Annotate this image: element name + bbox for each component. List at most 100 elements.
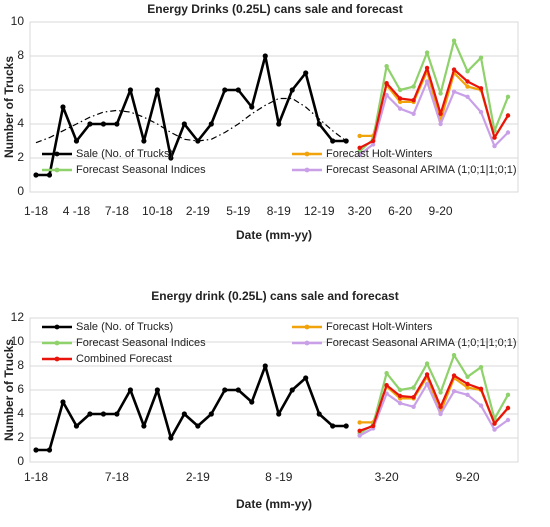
- legend-label: Forecast Holt-Winters: [326, 148, 433, 160]
- point: [168, 155, 174, 161]
- series-line: [36, 54, 347, 177]
- point: [46, 172, 53, 178]
- point: [424, 79, 430, 84]
- x-tick-label: 12-19: [304, 204, 335, 218]
- point: [141, 138, 147, 144]
- point: [478, 365, 484, 370]
- point: [465, 392, 470, 397]
- x-tick-label: 7-18: [105, 470, 129, 484]
- y-tick-label: 4: [17, 406, 24, 420]
- legend-label: Forecast Seasonal Indices: [76, 337, 206, 349]
- point: [235, 387, 241, 393]
- point: [33, 172, 39, 178]
- point: [397, 393, 403, 399]
- point: [384, 92, 389, 98]
- point: [384, 391, 389, 396]
- point: [438, 404, 443, 409]
- point: [384, 63, 389, 69]
- point: [411, 395, 416, 400]
- point: [411, 98, 416, 103]
- y-tick-label: 6: [17, 382, 24, 396]
- point: [87, 411, 93, 417]
- point: [33, 447, 39, 453]
- y-tick-label: 12: [11, 310, 25, 324]
- point: [357, 433, 362, 438]
- point: [222, 87, 228, 93]
- point: [438, 390, 443, 395]
- point: [505, 130, 511, 135]
- point: [505, 417, 511, 423]
- y-tick-label: 0: [17, 184, 24, 198]
- legend-label: Forecast Holt-Winters: [326, 321, 433, 333]
- legend-marker: [304, 340, 310, 346]
- point: [478, 109, 484, 115]
- point: [465, 381, 470, 387]
- point: [276, 121, 282, 127]
- legend-label: Forecast Seasonal ARIMA (1;0;1|1;0;1): [326, 164, 517, 176]
- point: [357, 149, 362, 154]
- point: [465, 385, 470, 390]
- point: [438, 91, 443, 96]
- x-tick-label: 7-18: [105, 204, 129, 218]
- chart-title: Energy drink (0.25L) cans sale and forec…: [151, 289, 398, 303]
- point: [411, 84, 416, 89]
- point: [289, 87, 295, 93]
- point: [316, 411, 322, 417]
- legend-marker: [54, 167, 60, 173]
- point: [195, 423, 201, 429]
- point: [384, 383, 389, 388]
- point: [505, 94, 511, 100]
- point: [505, 113, 511, 118]
- point: [424, 372, 430, 377]
- point: [478, 403, 484, 408]
- x-tick-label: 1-18: [24, 204, 48, 218]
- point: [114, 411, 120, 417]
- point: [438, 121, 443, 127]
- series-line: [359, 373, 509, 432]
- x-tick-label: 8 -19: [265, 470, 293, 484]
- point: [343, 138, 349, 144]
- point: [465, 84, 470, 89]
- point: [451, 67, 457, 72]
- point: [154, 387, 160, 393]
- point: [100, 121, 107, 127]
- y-tick-label: 8: [17, 48, 24, 62]
- series-line: [35, 97, 347, 144]
- point: [87, 121, 93, 127]
- point: [505, 392, 511, 397]
- point: [438, 411, 443, 417]
- legend-label: Forecast Seasonal Indices: [76, 164, 206, 176]
- point: [465, 374, 470, 379]
- point: [397, 96, 403, 101]
- point: [478, 55, 484, 60]
- legend-label: Sale (No. of Trucks): [76, 148, 173, 160]
- point: [451, 38, 457, 43]
- point: [73, 138, 80, 144]
- point: [330, 423, 336, 429]
- point: [141, 423, 147, 429]
- y-axis-title: Number of Trucks: [2, 56, 16, 158]
- point: [397, 106, 403, 111]
- point: [181, 121, 187, 127]
- point: [46, 447, 53, 453]
- point: [357, 145, 362, 150]
- x-tick-label: 9-20: [456, 470, 480, 484]
- chart: Energy Drinks (0.25L) cans sale and fore…: [2, 2, 519, 242]
- point: [343, 423, 349, 429]
- point: [276, 411, 282, 417]
- point: [411, 404, 416, 409]
- point: [424, 50, 430, 55]
- point: [384, 371, 389, 376]
- point: [397, 401, 403, 406]
- x-tick-label: 8-19: [267, 204, 291, 218]
- point: [492, 135, 497, 140]
- point: [411, 111, 416, 117]
- y-tick-label: 2: [17, 150, 24, 164]
- y-tick-label: 10: [11, 334, 25, 348]
- point: [492, 143, 497, 149]
- point: [208, 411, 214, 417]
- point: [235, 87, 241, 93]
- point: [397, 99, 403, 105]
- point: [370, 138, 376, 144]
- y-tick-label: 10: [11, 14, 25, 28]
